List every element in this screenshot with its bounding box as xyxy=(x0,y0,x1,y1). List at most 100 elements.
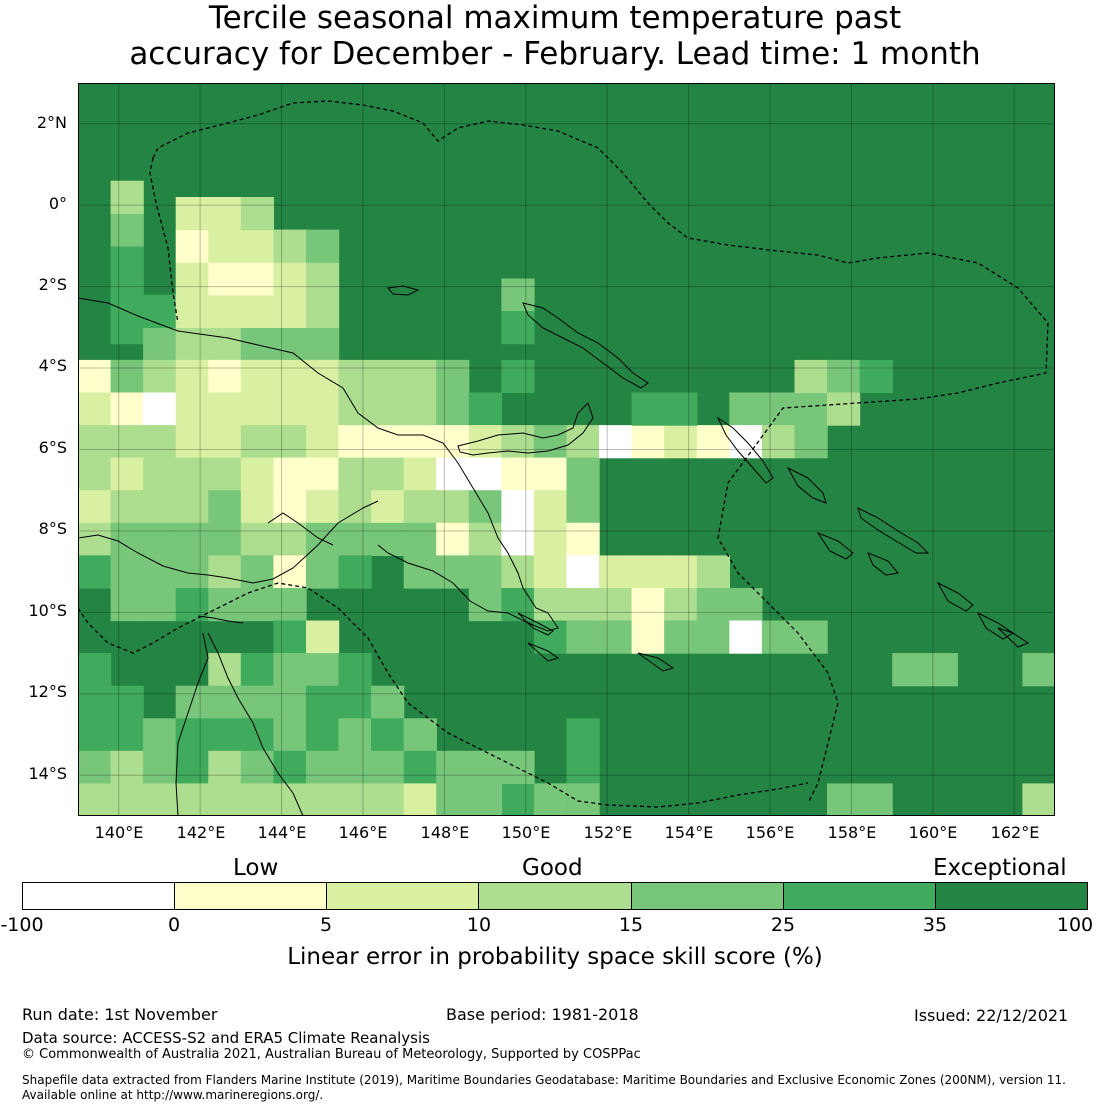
grid-cell xyxy=(240,229,274,263)
grid-cell xyxy=(143,718,177,752)
grid-cell xyxy=(143,555,177,589)
grid-cell xyxy=(664,620,698,654)
grid-cell xyxy=(240,294,274,328)
grid-cell xyxy=(240,783,274,816)
grid-cell xyxy=(501,522,535,556)
grid-cell xyxy=(175,197,209,231)
grid-cell xyxy=(533,522,568,556)
coastline-torres xyxy=(197,615,244,624)
grid-cell xyxy=(175,490,209,524)
grid-cell xyxy=(501,588,535,622)
grid-cell xyxy=(338,685,372,719)
grid-cell xyxy=(240,359,274,394)
grid-cell xyxy=(273,457,307,491)
category-low-label: Low xyxy=(233,855,279,881)
grid-cell xyxy=(306,783,340,816)
grid-cell xyxy=(143,425,177,459)
grid-cell xyxy=(566,555,600,589)
grid-cell xyxy=(436,783,470,816)
grid-cell xyxy=(240,262,274,296)
grid-cell xyxy=(208,425,242,459)
grid-cell xyxy=(761,392,796,426)
grid-cell xyxy=(240,588,274,622)
coastline-solomons-4 xyxy=(867,552,899,576)
grid-cell xyxy=(371,425,405,459)
grid-cell xyxy=(338,359,372,394)
grid-cell xyxy=(110,783,144,816)
grid-cell xyxy=(566,783,600,816)
chart-title: Tercile seasonal maximum temperature pas… xyxy=(0,0,1110,72)
grid-cell xyxy=(403,718,437,752)
grid-cell xyxy=(696,620,730,654)
grid-cell xyxy=(501,490,535,524)
grid-cell xyxy=(924,653,958,687)
grid-cell xyxy=(175,522,209,556)
grid-cell xyxy=(208,327,242,361)
grid-cell xyxy=(566,522,600,556)
coastline-cape-york xyxy=(175,632,209,816)
colorbar-tick-100: 100 xyxy=(1056,914,1094,936)
lon-label-150e: 150°E xyxy=(501,823,551,842)
lon-label-156e: 156°E xyxy=(745,823,795,842)
grid-cell xyxy=(143,359,177,394)
grid-cell xyxy=(436,392,470,426)
grid-cell xyxy=(143,750,177,784)
grid-cell xyxy=(78,653,112,687)
grid-cell xyxy=(240,392,274,426)
grid-cell xyxy=(436,555,470,589)
grid-cell xyxy=(729,425,763,459)
grid-cell xyxy=(273,653,307,687)
coastline-solomons-3 xyxy=(816,531,854,560)
grid-cell xyxy=(78,490,112,524)
grid-cells xyxy=(78,180,1055,816)
grid-cell xyxy=(208,229,242,263)
grid-cell xyxy=(306,620,340,654)
grid-cell xyxy=(566,490,600,524)
grid-cell xyxy=(664,425,698,459)
lon-label-152e: 152°E xyxy=(583,823,633,842)
grid-cell xyxy=(306,294,340,328)
grid-cell xyxy=(175,229,209,263)
lat-label-0: 0° xyxy=(48,194,67,213)
grid-cell xyxy=(371,685,405,719)
grid-cell xyxy=(306,359,340,394)
grid-cell xyxy=(371,750,405,784)
grid-cell xyxy=(273,588,307,622)
grid-cell xyxy=(208,783,242,816)
colorbar-segment-0-5 xyxy=(175,883,328,909)
grid-cell xyxy=(403,425,437,459)
grid-cell xyxy=(273,425,307,459)
lat-label-2n: 2°N xyxy=(36,113,67,132)
grid-cell xyxy=(371,783,405,816)
grid-cell xyxy=(208,359,242,394)
grid-cell xyxy=(175,718,209,752)
grid-cell xyxy=(143,457,177,491)
grid-cell xyxy=(501,359,535,394)
coastline-solomons-6 xyxy=(976,611,1014,640)
grid-cell xyxy=(143,327,177,361)
grid-cell xyxy=(240,425,274,459)
grid-cell xyxy=(696,555,730,589)
grid-cell xyxy=(338,653,372,687)
eez-png-north xyxy=(152,100,1049,804)
grid-cell xyxy=(240,685,274,719)
grid-cell xyxy=(501,278,535,312)
grid-cell xyxy=(403,457,437,491)
grid-cell xyxy=(306,392,340,426)
map-frame xyxy=(78,83,1055,816)
grid-cell xyxy=(403,783,437,816)
grid-cell xyxy=(533,588,568,622)
grid-cell xyxy=(208,197,242,231)
grid-cell xyxy=(859,783,893,816)
colorbar-segment-neg100-0 xyxy=(23,883,176,909)
grid-cell xyxy=(566,750,600,784)
grid-cell xyxy=(78,522,112,556)
grid-cell xyxy=(371,392,405,426)
grid-cell xyxy=(1022,653,1055,687)
grid-cell xyxy=(240,327,274,361)
grid-cell xyxy=(566,588,600,622)
grid-cell xyxy=(371,522,405,556)
grid-cell xyxy=(110,522,144,556)
coastline-new-britain xyxy=(457,402,594,456)
grid-cell xyxy=(892,653,926,687)
